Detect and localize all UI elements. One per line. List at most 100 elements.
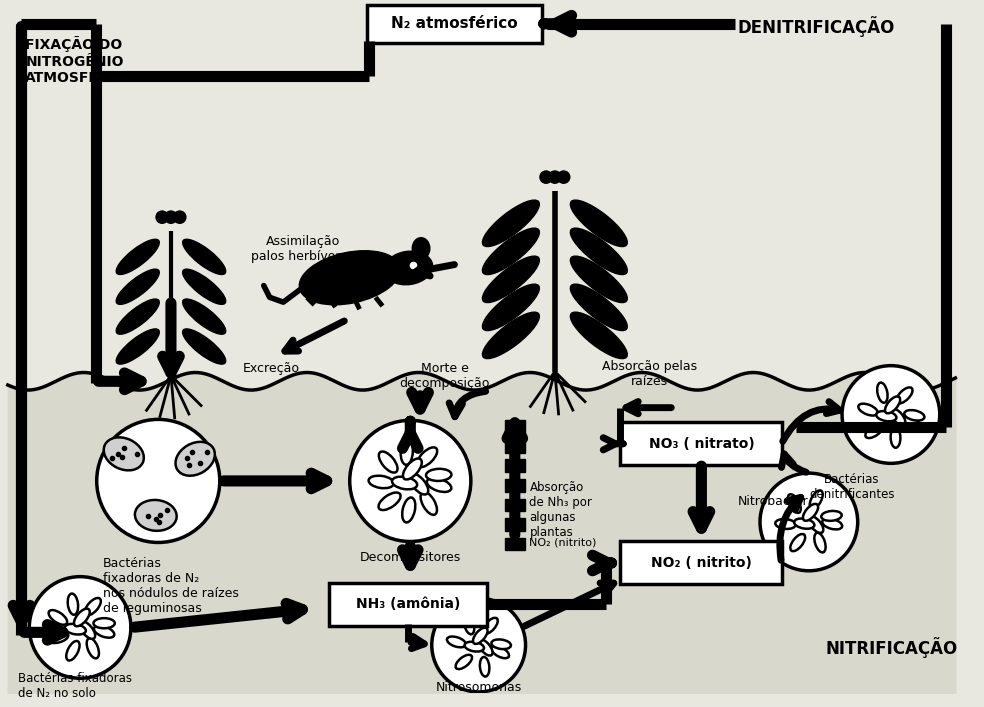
Ellipse shape [85, 598, 100, 615]
Ellipse shape [427, 478, 452, 492]
Ellipse shape [904, 410, 924, 421]
Text: NITRIFICAÇÃO: NITRIFICAÇÃO [826, 637, 957, 658]
Circle shape [30, 577, 131, 678]
Ellipse shape [447, 636, 465, 648]
Ellipse shape [885, 397, 900, 414]
Ellipse shape [65, 624, 86, 634]
Text: Absorção
de Nh₃ por
algunas
plantas: Absorção de Nh₃ por algunas plantas [529, 481, 592, 539]
Ellipse shape [822, 511, 841, 521]
Ellipse shape [87, 638, 99, 658]
Ellipse shape [491, 639, 511, 649]
Ellipse shape [891, 409, 905, 426]
Ellipse shape [409, 474, 428, 494]
Ellipse shape [68, 594, 78, 615]
FancyBboxPatch shape [330, 583, 487, 626]
Circle shape [173, 211, 187, 224]
Text: NH₃ (amônia): NH₃ (amônia) [356, 597, 461, 611]
Ellipse shape [183, 269, 225, 305]
Ellipse shape [478, 639, 493, 655]
Text: Excreção: Excreção [243, 362, 300, 375]
Ellipse shape [571, 200, 628, 247]
Ellipse shape [788, 494, 801, 513]
Circle shape [548, 170, 562, 184]
Ellipse shape [116, 299, 159, 334]
Circle shape [760, 473, 858, 571]
Bar [505, 518, 524, 531]
Bar [505, 498, 524, 511]
Ellipse shape [808, 516, 824, 533]
Ellipse shape [80, 621, 95, 639]
Ellipse shape [420, 492, 437, 515]
Ellipse shape [463, 615, 474, 634]
Text: Nitrosomonas: Nitrosomonas [436, 681, 522, 694]
Ellipse shape [482, 256, 539, 303]
Ellipse shape [482, 228, 539, 274]
Circle shape [155, 211, 169, 224]
Ellipse shape [412, 238, 430, 259]
Ellipse shape [116, 329, 159, 364]
Ellipse shape [480, 657, 489, 677]
Ellipse shape [815, 533, 826, 552]
Ellipse shape [47, 632, 68, 643]
Ellipse shape [482, 200, 539, 247]
Circle shape [349, 421, 471, 542]
Ellipse shape [183, 299, 225, 334]
Ellipse shape [48, 610, 67, 625]
Ellipse shape [896, 387, 912, 404]
Text: Bactérias fixadoras
de N₂ no solo: Bactérias fixadoras de N₂ no solo [18, 672, 132, 701]
Ellipse shape [571, 228, 628, 274]
FancyBboxPatch shape [620, 542, 782, 585]
Text: NO₂ (nitrito): NO₂ (nitrito) [529, 537, 597, 548]
Text: Bactérias
denitrificantes: Bactérias denitrificantes [809, 473, 894, 501]
Ellipse shape [858, 404, 878, 416]
Ellipse shape [464, 642, 484, 652]
Ellipse shape [379, 452, 398, 472]
Ellipse shape [571, 312, 628, 358]
Circle shape [96, 419, 219, 542]
Ellipse shape [379, 493, 400, 510]
Ellipse shape [491, 645, 509, 658]
Bar [505, 479, 524, 491]
Ellipse shape [175, 442, 215, 476]
Text: NO₂ ( nitrito): NO₂ ( nitrito) [651, 556, 752, 570]
Ellipse shape [183, 239, 225, 274]
Ellipse shape [369, 476, 394, 489]
Ellipse shape [66, 641, 80, 660]
Circle shape [164, 211, 178, 224]
Ellipse shape [775, 519, 796, 529]
Ellipse shape [823, 519, 842, 530]
Text: FIXAÇÃO DO
NITROGÊNIO
ATMOSFÉRICO: FIXAÇÃO DO NITROGÊNIO ATMOSFÉRICO [26, 37, 138, 85]
Text: Absorção pelas
raízes: Absorção pelas raízes [602, 360, 698, 388]
Text: Assimilação
palos herbívoros: Assimilação palos herbívoros [251, 235, 354, 263]
Ellipse shape [794, 518, 815, 529]
Ellipse shape [183, 329, 225, 364]
Ellipse shape [403, 459, 422, 479]
Text: Decompositores: Decompositores [360, 551, 461, 564]
Circle shape [432, 598, 525, 692]
Ellipse shape [903, 416, 922, 430]
Text: Nitrobacter: Nitrobacter [738, 496, 808, 508]
FancyBboxPatch shape [620, 422, 782, 465]
Text: Morte e
decomposição: Morte e decomposição [400, 362, 490, 390]
Circle shape [539, 170, 553, 184]
Ellipse shape [74, 609, 90, 626]
Bar [505, 440, 524, 452]
Text: NO₃ ( nitrato): NO₃ ( nitrato) [648, 437, 755, 451]
Ellipse shape [891, 427, 900, 448]
Bar [505, 537, 524, 550]
Bar [505, 460, 524, 472]
Ellipse shape [93, 618, 115, 629]
Ellipse shape [803, 504, 818, 521]
Ellipse shape [135, 500, 177, 531]
Ellipse shape [482, 284, 539, 331]
Bar [505, 421, 524, 433]
Text: DENITRIFICAÇÃO: DENITRIFICAÇÃO [738, 16, 894, 37]
Ellipse shape [426, 469, 452, 481]
Ellipse shape [116, 269, 159, 305]
Ellipse shape [483, 618, 498, 634]
Text: Bactérias
fixadoras de N₂
nos nódulos de raízes
de leguminosas: Bactérias fixadoras de N₂ nos nódulos de… [102, 557, 238, 615]
Ellipse shape [400, 439, 413, 464]
Ellipse shape [877, 382, 888, 403]
Text: N₂ atmosférico: N₂ atmosférico [391, 16, 518, 31]
Ellipse shape [473, 628, 488, 644]
